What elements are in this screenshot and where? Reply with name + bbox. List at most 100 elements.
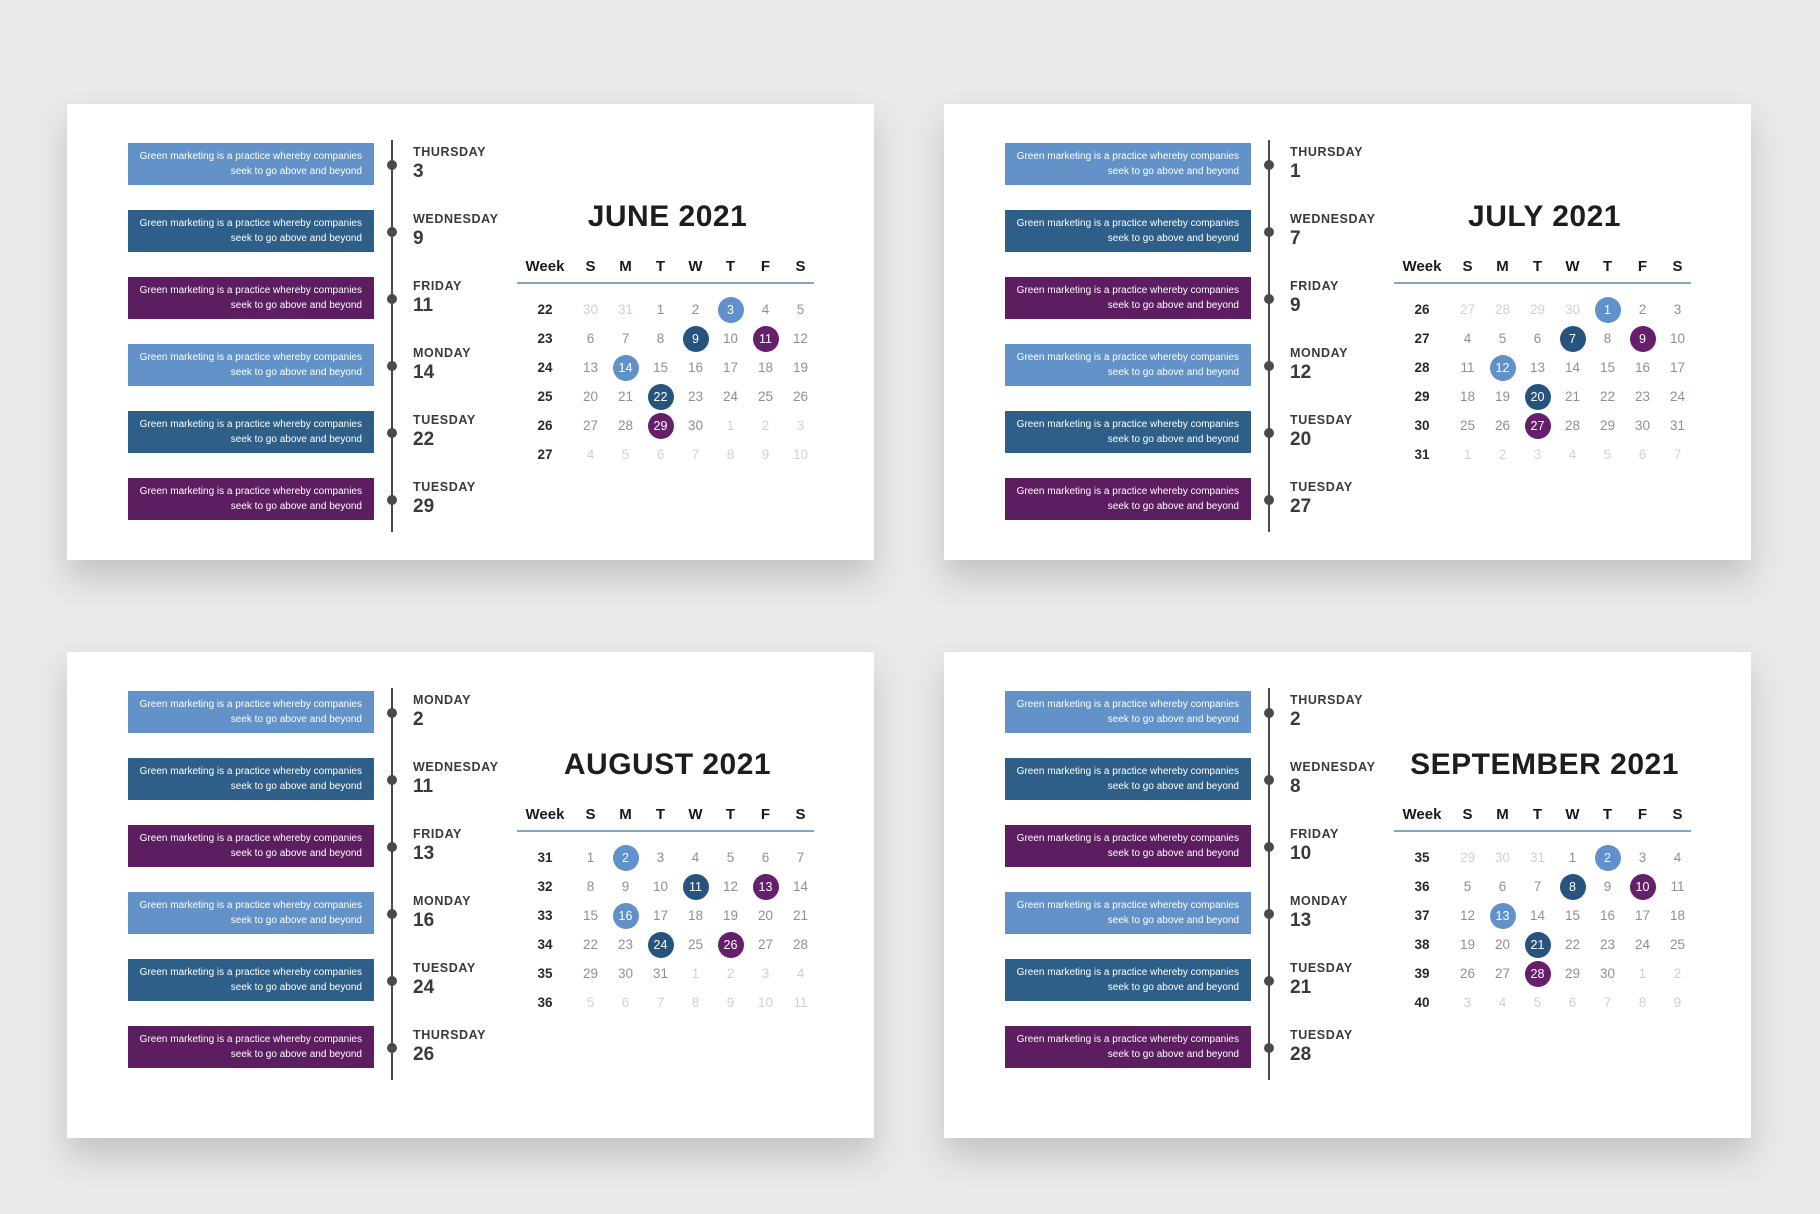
calendar-day-cell: 20	[1485, 937, 1520, 952]
event-box[interactable]: Green marketing is a practice whereby co…	[128, 691, 374, 733]
weekday-header: T	[1602, 258, 1613, 275]
calendar-day-highlighted[interactable]: 1	[1594, 296, 1621, 323]
event-text: seek to go above and beyond	[1107, 915, 1239, 926]
calendar-day-cell: 18	[748, 360, 783, 375]
week-column-header: Week	[1402, 806, 1442, 823]
calendar-day: 31	[1669, 418, 1686, 433]
calendar-day: 30	[1599, 966, 1616, 981]
calendar-day-highlighted[interactable]: 11	[682, 873, 709, 900]
calendar-day-cell: 13	[1485, 902, 1520, 929]
calendar-day: 26	[1459, 966, 1476, 981]
event-box[interactable]: Green marketing is a practice whereby co…	[1005, 344, 1251, 386]
calendar-grid: 22 30 31 1 2 3 4 5 23 6 7 8 9 10 11 12 24 13 14 15 16 17 18 19 2…	[517, 295, 818, 469]
calendar-day: 17	[652, 908, 669, 923]
event-box[interactable]: Green marketing is a practice whereby co…	[1005, 143, 1251, 185]
event-day-number: 1	[1290, 161, 1301, 182]
calendar-day-highlighted[interactable]: 9	[682, 325, 709, 352]
event-day-name: THURSDAY	[1290, 693, 1364, 707]
event-date: MONDAY 14	[413, 344, 499, 386]
calendar-day-highlighted[interactable]: 21	[1524, 931, 1551, 958]
weekday-header: M	[619, 806, 632, 823]
event-text: Green marketing is a practice whereby co…	[139, 486, 362, 497]
calendar-day-highlighted[interactable]: 27	[1524, 412, 1551, 439]
calendar-day: 20	[582, 389, 599, 404]
calendar-day-highlighted[interactable]: 24	[647, 931, 674, 958]
calendar-week-row: 30 25 26 27 28 29 30 31	[1394, 411, 1695, 440]
calendar-day-highlighted[interactable]: 29	[647, 412, 674, 439]
event-box[interactable]: Green marketing is a practice whereby co…	[128, 825, 374, 867]
calendar-day-cell: 30	[678, 418, 713, 433]
calendar-day: 12	[792, 331, 809, 346]
calendar-day: 21	[792, 908, 809, 923]
event-box[interactable]: Green marketing is a practice whereby co…	[128, 277, 374, 319]
event-text: seek to go above and beyond	[1107, 300, 1239, 311]
event-box[interactable]: Green marketing is a practice whereby co…	[128, 959, 374, 1001]
event-date: TUESDAY 24	[413, 959, 499, 1001]
calendar-week-row: 26 27 28 29 30 1 2 3	[1394, 295, 1695, 324]
event-box[interactable]: Green marketing is a practice whereby co…	[1005, 210, 1251, 252]
calendar-day-highlighted[interactable]: 16	[612, 902, 639, 929]
calendar-day-cell: 8	[643, 331, 678, 346]
calendar-day-highlighted[interactable]: 13	[752, 873, 779, 900]
event-box[interactable]: Green marketing is a practice whereby co…	[1005, 825, 1251, 867]
event-box[interactable]: Green marketing is a practice whereby co…	[1005, 758, 1251, 800]
calendar-day-cell: 29	[1520, 302, 1555, 317]
event-box[interactable]: Green marketing is a practice whereby co…	[1005, 411, 1251, 453]
event-box[interactable]: Green marketing is a practice whereby co…	[1005, 892, 1251, 934]
calendar-day-highlighted[interactable]: 14	[612, 354, 639, 381]
timeline-dot	[387, 160, 397, 170]
event-box[interactable]: Green marketing is a practice whereby co…	[128, 344, 374, 386]
event-box[interactable]: Green marketing is a practice whereby co…	[1005, 1026, 1251, 1068]
event-text: Green marketing is a practice whereby co…	[139, 967, 362, 978]
event-date: MONDAY 13	[1290, 892, 1376, 934]
calendar-header-row: Week S M T W T F S	[1394, 806, 1695, 823]
event-box[interactable]: Green marketing is a practice whereby co…	[128, 210, 374, 252]
event-text: Green marketing is a practice whereby co…	[1016, 419, 1239, 430]
calendar-day-cell: 14	[783, 879, 818, 894]
event-date: THURSDAY 26	[413, 1026, 499, 1068]
event-text: seek to go above and beyond	[230, 714, 362, 725]
calendar-day: 4	[1498, 995, 1507, 1010]
calendar-day: 7	[621, 331, 630, 346]
calendar-day-highlighted[interactable]: 22	[647, 383, 674, 410]
week-number: 27	[537, 447, 553, 462]
calendar-day-highlighted[interactable]: 12	[1489, 354, 1516, 381]
calendar-day-highlighted[interactable]: 7	[1559, 325, 1586, 352]
calendar-day-highlighted[interactable]: 10	[1629, 873, 1656, 900]
event-box[interactable]: Green marketing is a practice whereby co…	[128, 758, 374, 800]
event-box[interactable]: Green marketing is a practice whereby co…	[128, 143, 374, 185]
calendar-day: 1	[1568, 850, 1577, 865]
calendar-day-highlighted[interactable]: 8	[1559, 873, 1586, 900]
calendar-day-highlighted[interactable]: 9	[1629, 325, 1656, 352]
calendar-day-highlighted[interactable]: 11	[752, 325, 779, 352]
calendar-day-highlighted[interactable]: 13	[1489, 902, 1516, 929]
calendar-day-highlighted[interactable]: 26	[717, 931, 744, 958]
event-box[interactable]: Green marketing is a practice whereby co…	[1005, 478, 1251, 520]
calendar-day: 6	[1568, 995, 1577, 1010]
calendar-day: 20	[1494, 937, 1511, 952]
event-box[interactable]: Green marketing is a practice whereby co…	[128, 1026, 374, 1068]
event-box[interactable]: Green marketing is a practice whereby co…	[128, 892, 374, 934]
event-day-number: 27	[1290, 496, 1312, 517]
calendar-day: 31	[617, 302, 634, 317]
calendar-day: 5	[1603, 447, 1612, 462]
event-day-number: 9	[1290, 295, 1301, 316]
event-box[interactable]: Green marketing is a practice whereby co…	[128, 411, 374, 453]
event-box[interactable]: Green marketing is a practice whereby co…	[1005, 691, 1251, 733]
event-box[interactable]: Green marketing is a practice whereby co…	[1005, 277, 1251, 319]
calendar-day-highlighted[interactable]: 28	[1524, 960, 1551, 987]
event-day-name: TUESDAY	[1290, 1028, 1353, 1042]
calendar-day-highlighted[interactable]: 2	[612, 844, 639, 871]
event-box[interactable]: Green marketing is a practice whereby co…	[128, 478, 374, 520]
event-box[interactable]: Green marketing is a practice whereby co…	[1005, 959, 1251, 1001]
calendar-day-cell: 15	[643, 360, 678, 375]
calendar-day: 6	[1638, 447, 1647, 462]
calendar-day-highlighted[interactable]: 3	[717, 296, 744, 323]
calendar-day-cell: 3	[1660, 302, 1695, 317]
event-text: Green marketing is a practice whereby co…	[139, 699, 362, 710]
calendar-day-highlighted[interactable]: 2	[1594, 844, 1621, 871]
calendar-day-highlighted[interactable]: 20	[1524, 383, 1551, 410]
calendar-day-cell: 1	[1625, 966, 1660, 981]
calendar-day: 28	[1564, 418, 1581, 433]
calendar-day-cell: 3	[783, 418, 818, 433]
